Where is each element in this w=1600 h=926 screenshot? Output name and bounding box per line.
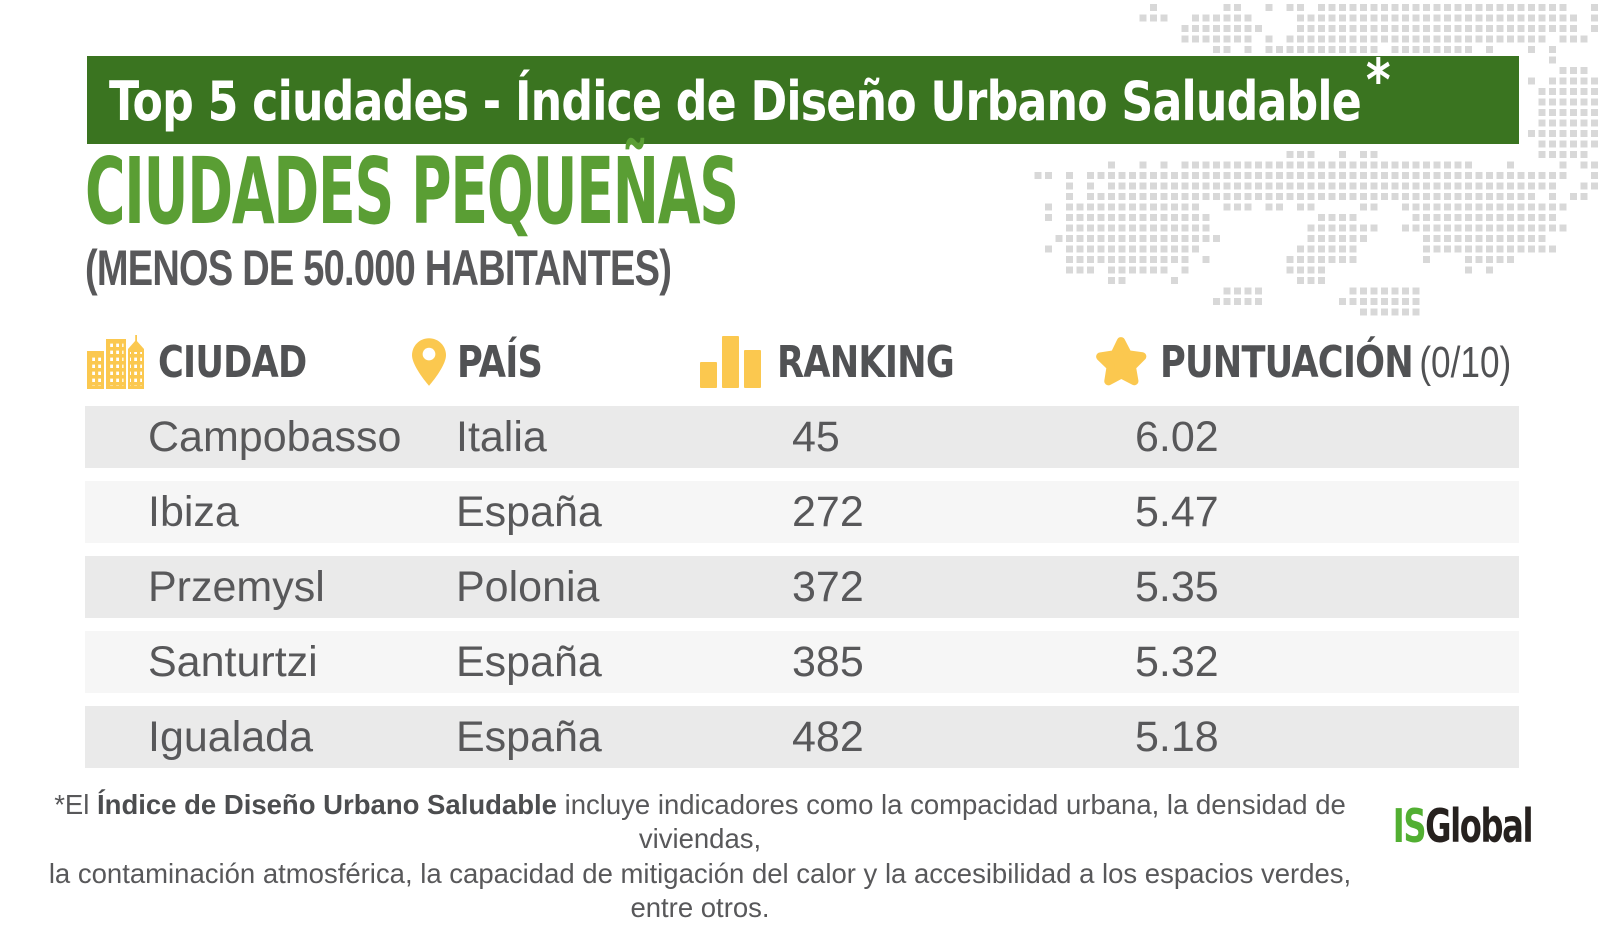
header-score: PUNTUACIÓN (0/10) bbox=[1093, 330, 1599, 394]
footnote-line2: la contaminación atmosférica, la capacid… bbox=[48, 857, 1352, 924]
cell-ranking: 482 bbox=[792, 713, 864, 761]
cell-city: Przemysl bbox=[148, 563, 325, 611]
cell-country: Polonia bbox=[456, 563, 600, 611]
cell-score: 5.35 bbox=[1135, 563, 1219, 611]
isglobal-logo: ISGlobal bbox=[1392, 799, 1534, 853]
column-label-ranking: RANKING bbox=[777, 336, 955, 388]
table-row: Ibiza España 272 5.47 bbox=[85, 481, 1519, 543]
table-row: Przemysl Polonia 372 5.35 bbox=[85, 556, 1519, 618]
cell-score: 5.47 bbox=[1135, 488, 1219, 536]
cell-country: Italia bbox=[456, 413, 547, 461]
cell-city: Ibiza bbox=[148, 488, 239, 536]
table-row: Santurtzi España 385 5.32 bbox=[85, 631, 1519, 693]
section-subtitle: (MENOS DE 50.000 HABITANTES) bbox=[85, 240, 672, 296]
map-pin-icon bbox=[412, 338, 446, 386]
table-row: Campobasso Italia 45 6.02 bbox=[85, 406, 1519, 468]
cell-ranking: 385 bbox=[792, 638, 864, 686]
cell-score: 5.18 bbox=[1135, 713, 1219, 761]
footnote-line1: incluye indicadores como la compacidad u… bbox=[556, 789, 1346, 855]
infographic: Top 5 ciudades - Índice de Diseño Urbano… bbox=[49, 4, 1598, 923]
header-ranking: RANKING bbox=[700, 330, 998, 394]
column-label-country: PAÍS bbox=[457, 336, 543, 388]
score-scale-label: (0/10) bbox=[1419, 337, 1512, 387]
cell-ranking: 45 bbox=[792, 413, 840, 461]
logo-part-global: Global bbox=[1424, 799, 1533, 853]
footnote: *El Índice de Diseño Urbano Saludable in… bbox=[45, 788, 1355, 926]
asterisk-mark: * bbox=[1365, 46, 1391, 114]
cell-ranking: 272 bbox=[792, 488, 864, 536]
star-icon bbox=[1096, 337, 1147, 386]
column-label-city: CIUDAD bbox=[158, 336, 307, 388]
ranking-table: CIUDAD PAÍS RANKING bbox=[85, 330, 1519, 781]
cell-city: Igualada bbox=[148, 713, 313, 761]
cell-score: 6.02 bbox=[1135, 413, 1219, 461]
cell-score: 5.32 bbox=[1135, 638, 1219, 686]
cell-city: Campobasso bbox=[148, 413, 402, 461]
cell-country: España bbox=[456, 638, 602, 686]
table-header: CIUDAD PAÍS RANKING bbox=[85, 330, 1519, 394]
cell-ranking: 372 bbox=[792, 563, 864, 611]
header-country: PAÍS bbox=[412, 330, 563, 394]
cell-country: España bbox=[456, 713, 602, 761]
cell-country: España bbox=[456, 488, 602, 536]
section-title: CIUDADES PEQUEÑAS bbox=[85, 138, 739, 245]
title-banner: Top 5 ciudades - Índice de Diseño Urbano… bbox=[87, 46, 1519, 144]
table-row: Igualada España 482 5.18 bbox=[85, 706, 1519, 768]
logo-part-is: IS bbox=[1392, 799, 1427, 853]
footnote-bold: Índice de Diseño Urbano Saludable bbox=[97, 789, 557, 820]
header-city: CIUDAD bbox=[85, 330, 344, 394]
cell-city: Santurtzi bbox=[148, 638, 318, 686]
page-title-text: Top 5 ciudades - Índice de Diseño Urbano… bbox=[109, 70, 1362, 133]
buildings-icon bbox=[87, 335, 144, 389]
footnote-prefix: *El bbox=[54, 789, 97, 820]
pixel-map-pattern bbox=[1034, 4, 1598, 316]
page-title: Top 5 ciudades - Índice de Diseño Urbano… bbox=[109, 46, 1391, 134]
table-rows: Campobasso Italia 45 6.02 Ibiza España 272 5.47… bbox=[85, 406, 1519, 768]
bar-chart-icon bbox=[700, 336, 761, 388]
column-label-score: PUNTUACIÓN bbox=[1160, 336, 1414, 388]
